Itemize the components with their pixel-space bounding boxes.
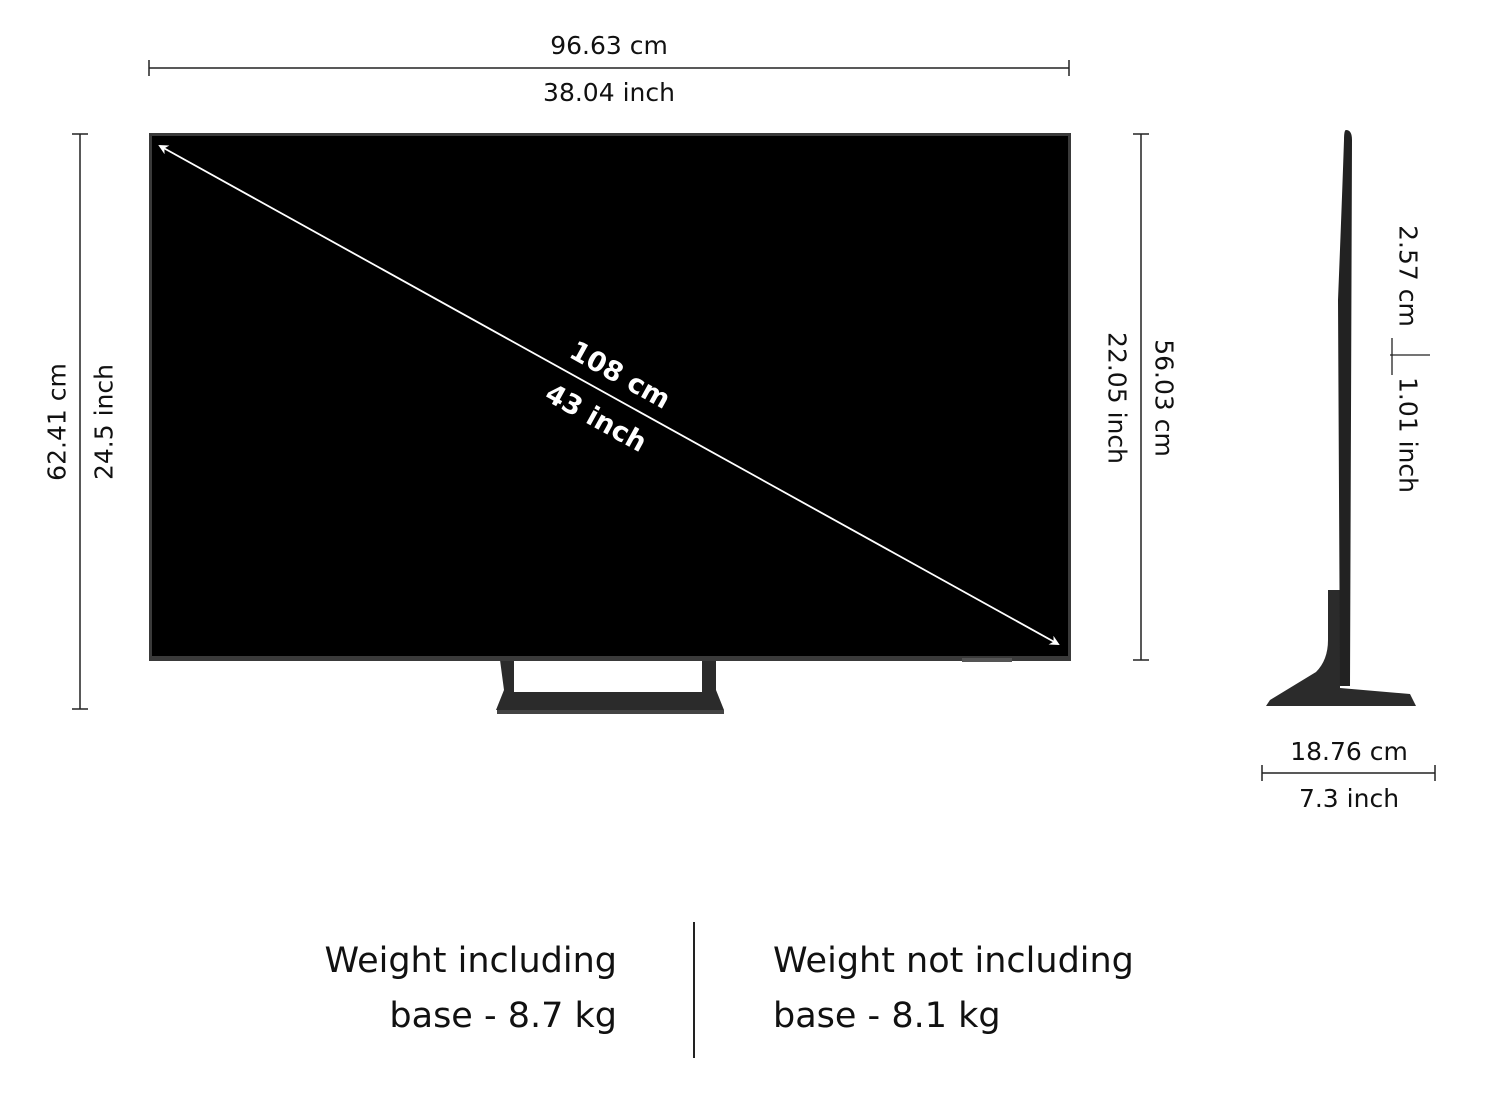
screen-height-cm-label: 56.03 cm (1150, 339, 1179, 457)
total-height-inch-label: 24.5 inch (90, 364, 119, 480)
stand-depth-cm-label: 18.76 cm (1290, 737, 1408, 766)
tv-front (149, 133, 1071, 714)
panel-depth-marker (1390, 338, 1430, 375)
width-cm-label: 96.63 cm (550, 31, 668, 60)
width-inch-label: 38.04 inch (543, 78, 675, 107)
diagonal-arrow (158, 145, 1060, 645)
panel-depth-cm-label: 2.57 cm (1394, 225, 1423, 327)
stand-side (1266, 590, 1416, 706)
weight-with-base-line1: Weight including (325, 941, 617, 981)
total-height-cm-label: 62.41 cm (43, 363, 72, 481)
stand-front (496, 660, 724, 710)
stand-depth-inch-label: 7.3 inch (1299, 784, 1399, 813)
panel-depth-inch-label: 1.01 inch (1394, 377, 1423, 493)
weight-without-base-line1: Weight not including (773, 941, 1134, 981)
stand-depth-dimension (1261, 765, 1436, 781)
total-height-dimension (72, 133, 88, 710)
panel-side (1338, 130, 1352, 686)
width-dimension (148, 60, 1070, 76)
screen-height-inch-label: 22.05 inch (1103, 332, 1132, 464)
weight-with-base-line2: base - 8.7 kg (389, 996, 617, 1036)
weight-without-base-line2: base - 8.1 kg (773, 996, 1001, 1036)
screen-height-dimension (1133, 133, 1149, 661)
tv-side-profile (1266, 130, 1416, 706)
